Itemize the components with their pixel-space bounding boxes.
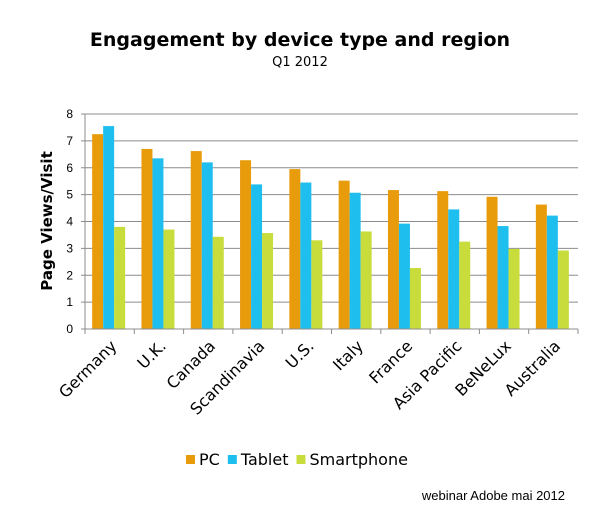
bar-tablet-u-s [300,182,312,329]
axes [84,114,579,334]
chart-subtitle: Q1 2012 [272,55,328,70]
bar-smartphone-asia-pacific [459,241,471,329]
bar-pc-u-s [289,169,301,329]
bar-pc-u-k [141,148,153,329]
bar-smartphone-benelux [508,248,520,329]
y-axis-label: Page Views/Visit [38,151,56,291]
bar-smartphone-u-s [311,240,323,329]
legend-label-pc: PC [199,450,220,469]
bar-tablet-italy [349,192,361,329]
bar-pc-canada [190,151,202,329]
bar-smartphone-germany [114,226,126,329]
bar-pc-asia-pacific [437,191,449,329]
bar-tablet-canada [201,162,213,329]
bar-smartphone-france [409,267,421,329]
y-tick-label: 5 [66,188,73,202]
bar-pc-benelux [486,196,498,329]
legend-label-smartphone: Smartphone [309,450,407,469]
y-tick-label: 4 [66,215,73,229]
x-tick-label: U.S. [282,336,318,372]
bar-tablet-france [398,223,410,329]
bar-smartphone-u-k [163,229,175,329]
bar-tablet-benelux [497,226,509,329]
y-axis-ticks: 0 1 2 3 4 5 6 7 8 [66,107,85,336]
bar-tablet-germany [103,126,115,329]
bar-pc-scandinavia [240,160,252,329]
bar-smartphone-canada [212,236,224,329]
x-tick-label: U.K. [133,336,169,372]
y-tick-label: 3 [66,241,73,255]
bar-pc-australia [535,204,547,329]
chart-title: Engagement by device type and region [90,29,510,51]
bar-tablet-asia-pacific [448,209,460,329]
bar-pc-france [387,190,399,329]
bar-smartphone-scandinavia [262,233,274,329]
bar-tablet-scandinavia [251,184,263,329]
bar-smartphone-italy [360,231,372,329]
y-tick-label: 2 [66,268,73,282]
bar-pc-italy [338,180,350,329]
bar-pc-germany [92,134,104,329]
bars [92,126,569,329]
bar-tablet-australia [546,215,558,329]
y-tick-label: 0 [66,322,73,336]
legend: PC Tablet Smartphone [186,450,408,469]
bar-smartphone-australia [557,250,569,329]
legend-swatch-smartphone [296,455,306,464]
x-tick-label: Germany [55,336,120,401]
footer-note: webinar Adobe mai 2012 [421,488,565,503]
legend-label-tablet: Tablet [240,450,289,469]
y-tick-label: 7 [66,134,73,148]
x-tick-label: Italy [329,336,367,374]
y-tick-label: 6 [66,161,73,175]
y-tick-label: 1 [66,295,73,309]
y-tick-label: 8 [66,107,73,121]
legend-swatch-pc [186,455,195,464]
bar-tablet-u-k [152,158,164,329]
legend-swatch-tablet [227,455,237,464]
